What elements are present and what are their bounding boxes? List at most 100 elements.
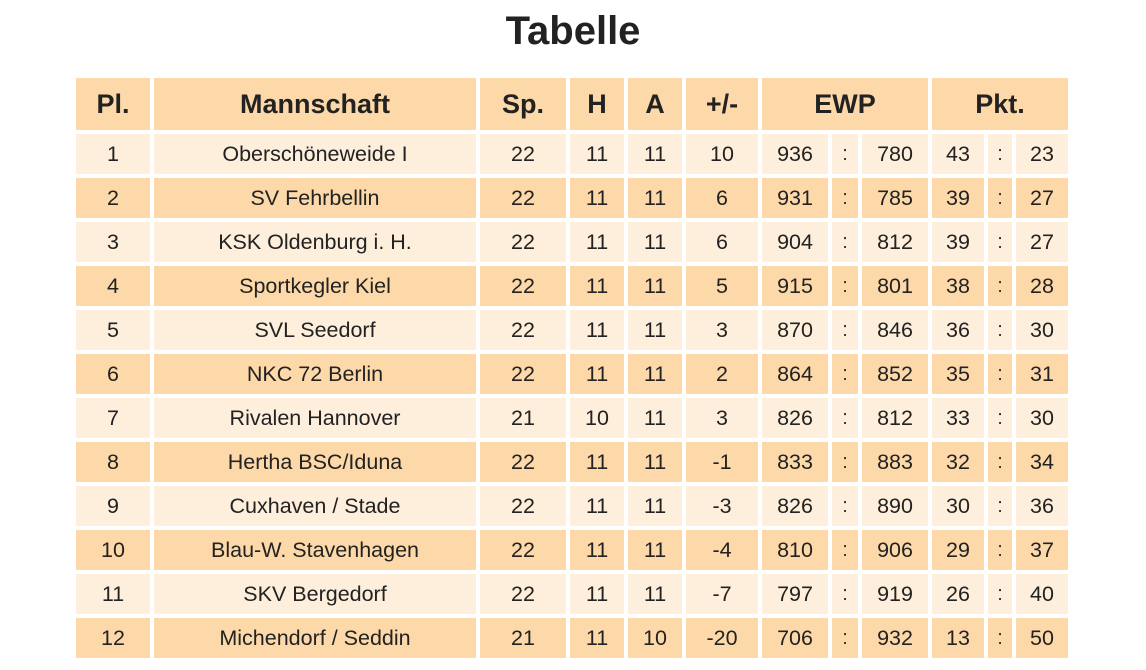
cell-games: 22 (480, 530, 566, 570)
cell-points-for: 13 (932, 618, 984, 658)
cell-away: 11 (628, 398, 682, 438)
cell-points-for: 38 (932, 266, 984, 306)
cell-team: SV Fehrbellin (154, 178, 476, 218)
cell-ewp-against: 852 (862, 354, 928, 394)
cell-ewp-for: 936 (762, 134, 828, 174)
cell-ewp-against: 883 (862, 442, 928, 482)
cell-points-against: 31 (1016, 354, 1068, 394)
cell-ewp-against: 812 (862, 398, 928, 438)
cell-away: 11 (628, 134, 682, 174)
cell-place: 7 (76, 398, 150, 438)
table-row: 9 Cuxhaven / Stade 22 11 11 -3 826:890 30:36 (76, 486, 1068, 526)
cell-points-separator: : (988, 134, 1012, 174)
cell-ewp-for: 797 (762, 574, 828, 614)
cell-points-against: 36 (1016, 486, 1068, 526)
cell-points-against: 37 (1016, 530, 1068, 570)
cell-points-against: 27 (1016, 178, 1068, 218)
cell-ewp-against: 906 (862, 530, 928, 570)
cell-home: 11 (570, 442, 624, 482)
cell-points-against: 23 (1016, 134, 1068, 174)
cell-place: 11 (76, 574, 150, 614)
header-games: Sp. (480, 78, 566, 130)
table-row: 8 Hertha BSC/Iduna 22 11 11 -1 833:883 32:34 (76, 442, 1068, 482)
cell-team: Rivalen Hannover (154, 398, 476, 438)
cell-diff: 3 (686, 398, 758, 438)
cell-home: 11 (570, 530, 624, 570)
cell-ewp-against: 919 (862, 574, 928, 614)
cell-away: 11 (628, 178, 682, 218)
cell-home: 11 (570, 178, 624, 218)
cell-place: 6 (76, 354, 150, 394)
cell-home: 11 (570, 134, 624, 174)
cell-points-separator: : (988, 530, 1012, 570)
cell-home: 11 (570, 222, 624, 262)
cell-ewp-against: 932 (862, 618, 928, 658)
cell-ewp-for: 931 (762, 178, 828, 218)
header-away: A (628, 78, 682, 130)
cell-away: 11 (628, 222, 682, 262)
cell-points-against: 34 (1016, 442, 1068, 482)
cell-ewp-separator: : (832, 178, 858, 218)
cell-ewp-separator: : (832, 266, 858, 306)
cell-away: 10 (628, 618, 682, 658)
table-row: 10 Blau-W. Stavenhagen 22 11 11 -4 810:906 29:3… (76, 530, 1068, 570)
cell-diff: -20 (686, 618, 758, 658)
cell-ewp-against: 812 (862, 222, 928, 262)
cell-ewp-against: 785 (862, 178, 928, 218)
cell-ewp-separator: : (832, 398, 858, 438)
header-place: Pl. (76, 78, 150, 130)
table-row: 5 SVL Seedorf 22 11 11 3 870:846 36:30 (76, 310, 1068, 350)
cell-games: 22 (480, 354, 566, 394)
cell-away: 11 (628, 530, 682, 570)
cell-ewp-for: 833 (762, 442, 828, 482)
table-row: 11 SKV Bergedorf 22 11 11 -7 797:919 26:40 (76, 574, 1068, 614)
cell-home: 11 (570, 486, 624, 526)
cell-ewp-for: 904 (762, 222, 828, 262)
cell-place: 12 (76, 618, 150, 658)
cell-points-for: 33 (932, 398, 984, 438)
cell-ewp-separator: : (832, 530, 858, 570)
cell-diff: -1 (686, 442, 758, 482)
cell-points-separator: : (988, 266, 1012, 306)
cell-ewp-separator: : (832, 222, 858, 262)
table-row: 6 NKC 72 Berlin 22 11 11 2 864:852 35:31 (76, 354, 1068, 394)
cell-ewp-for: 810 (762, 530, 828, 570)
cell-ewp-for: 915 (762, 266, 828, 306)
cell-ewp-for: 826 (762, 486, 828, 526)
cell-team: Oberschöneweide I (154, 134, 476, 174)
page-title: Tabelle (505, 9, 641, 53)
cell-points-for: 35 (932, 354, 984, 394)
cell-points-against: 30 (1016, 310, 1068, 350)
cell-points-separator: : (988, 618, 1012, 658)
cell-ewp-separator: : (832, 442, 858, 482)
cell-games: 22 (480, 266, 566, 306)
cell-ewp-separator: : (832, 134, 858, 174)
cell-diff: 6 (686, 222, 758, 262)
cell-away: 11 (628, 354, 682, 394)
cell-diff: 10 (686, 134, 758, 174)
header-team: Mannschaft (154, 78, 476, 130)
table-row: 3 KSK Oldenburg i. H. 22 11 11 6 904:812 39:27 (76, 222, 1068, 262)
cell-points-against: 30 (1016, 398, 1068, 438)
cell-away: 11 (628, 266, 682, 306)
cell-team: Blau-W. Stavenhagen (154, 530, 476, 570)
cell-ewp-separator: : (832, 354, 858, 394)
cell-team: Sportkegler Kiel (154, 266, 476, 306)
cell-away: 11 (628, 486, 682, 526)
cell-away: 11 (628, 310, 682, 350)
cell-games: 22 (480, 134, 566, 174)
standings-table: Pl. Mannschaft Sp. H A +/- EWP Pkt. 1 Obe… (72, 74, 1072, 662)
cell-points-for: 36 (932, 310, 984, 350)
cell-games: 22 (480, 310, 566, 350)
header-home: H (570, 78, 624, 130)
cell-home: 11 (570, 354, 624, 394)
table-row: 4 Sportkegler Kiel 22 11 11 5 915:801 38:28 (76, 266, 1068, 306)
cell-points-against: 50 (1016, 618, 1068, 658)
cell-ewp-for: 870 (762, 310, 828, 350)
cell-ewp-for: 826 (762, 398, 828, 438)
cell-games: 21 (480, 398, 566, 438)
cell-ewp-against: 890 (862, 486, 928, 526)
cell-place: 10 (76, 530, 150, 570)
cell-diff: 5 (686, 266, 758, 306)
cell-diff: -4 (686, 530, 758, 570)
